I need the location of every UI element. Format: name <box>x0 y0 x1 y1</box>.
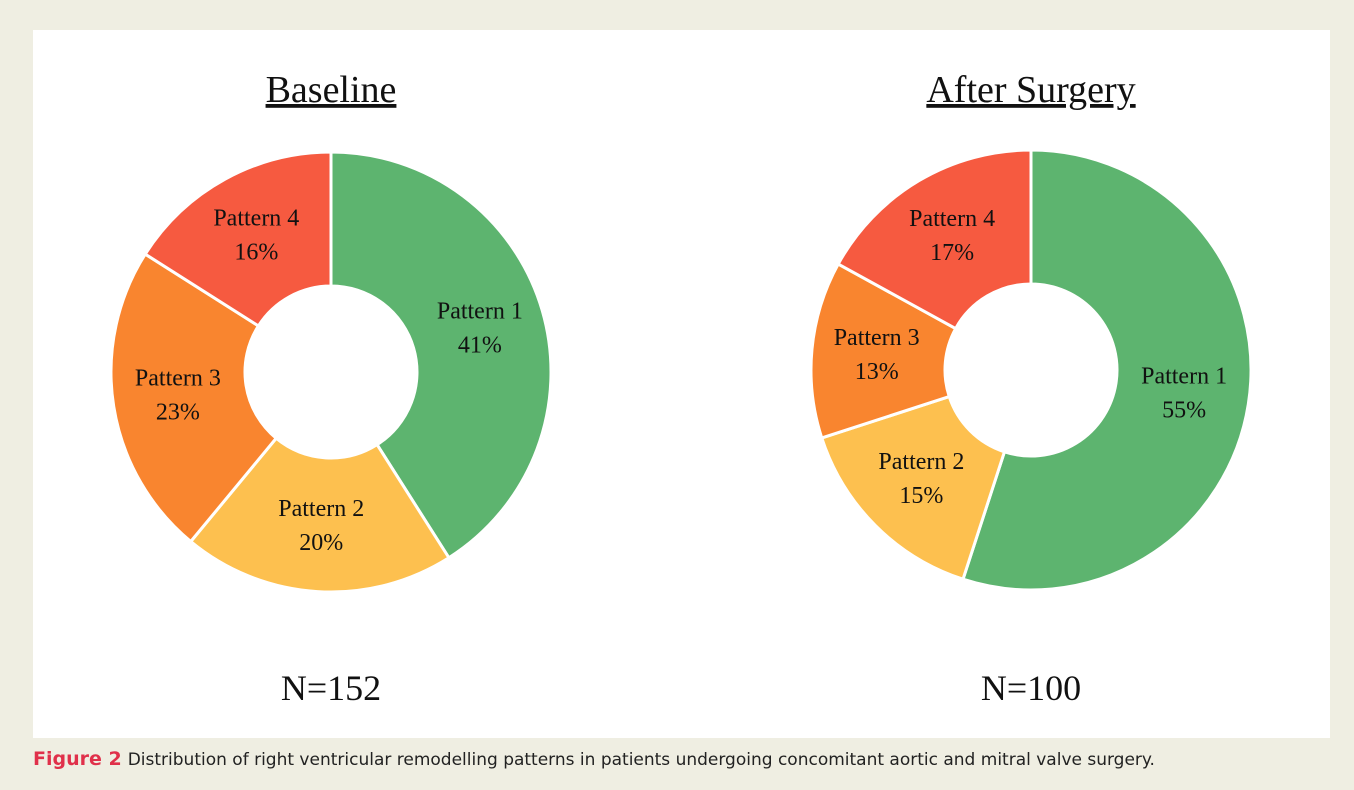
segment-value: 13% <box>855 359 899 385</box>
segment-name: Pattern 3 <box>135 366 221 392</box>
segment-name: Pattern 4 <box>909 206 995 232</box>
donut-segment <box>188 436 451 594</box>
donut-segment <box>109 252 279 544</box>
donut-segment <box>819 394 1007 582</box>
donut-segment <box>836 148 1033 331</box>
segment-value: 17% <box>930 240 974 266</box>
segment-value: 15% <box>899 483 943 509</box>
segment-name: Pattern 2 <box>278 496 364 522</box>
sample-size: N=100 <box>981 668 1081 708</box>
segment-name: Pattern 4 <box>213 206 299 232</box>
donut-segment <box>143 150 333 328</box>
segment-name: Pattern 2 <box>878 449 964 475</box>
sample-size: N=152 <box>281 668 381 708</box>
segment-value: 20% <box>299 530 343 556</box>
chart-title: Baseline <box>266 69 397 111</box>
caption: Figure 2 Distribution of right ventricula… <box>33 748 1155 770</box>
segment-value: 23% <box>156 400 200 426</box>
chart-title: After Surgery <box>926 69 1135 111</box>
segment-name: Pattern 1 <box>1141 364 1227 390</box>
segment-name: Pattern 3 <box>834 325 920 351</box>
caption-label: Figure 2 <box>33 748 122 770</box>
caption-text: Distribution of right ventricular remode… <box>127 750 1155 770</box>
segment-name: Pattern 1 <box>437 298 523 324</box>
panel <box>33 30 1330 738</box>
donut-segment <box>809 261 958 440</box>
segment-value: 16% <box>234 240 278 266</box>
segment-value: 55% <box>1162 398 1206 424</box>
segment-value: 41% <box>458 332 502 358</box>
donut-segment <box>961 148 1253 592</box>
